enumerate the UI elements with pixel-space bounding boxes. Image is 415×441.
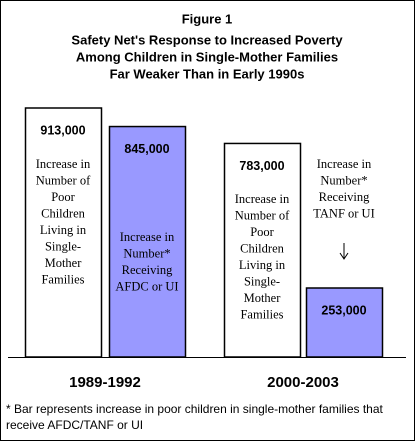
bar-label: Receiving [122,263,173,277]
bar [223,142,302,358]
bar-label: Families [41,272,84,286]
x-tick-label: 1989-1992 [69,374,141,391]
bar-label: Increase in [317,157,372,171]
bar-label: TANF or UI [313,206,375,220]
bar-label: Single- [45,239,81,253]
bar [24,107,103,358]
chart-title: Safety Net's Response to Increased Pover… [71,32,343,47]
bar-label: Single- [244,274,280,288]
bar-label: AFDC or UI [115,279,178,293]
arrow [339,243,349,260]
bar-label: Number of [36,173,91,187]
bar-label: Receiving [319,190,370,204]
footnote: * Bar represents increase in poor childr… [6,402,384,416]
value-label: 253,000 [321,303,366,317]
x-tick-label: 2000-2003 [267,374,339,391]
bar [108,125,187,358]
value-label: 783,000 [239,159,284,173]
bar-label: Number* [123,246,170,260]
bar-label: Families [240,307,283,321]
bar-label: Increase in [120,230,175,244]
bar-label: Children [41,206,85,220]
footnote: receive AFDC/TANF or UI [6,418,143,432]
bar-label: Number of [235,208,290,222]
bar-label: Increase in [235,192,290,206]
bar-label: Living in [40,223,87,237]
chart-title: Far Weaker Than in Early 1990s [110,66,305,81]
value-label: 845,000 [124,142,169,156]
chart-title: Figure 1 [182,11,233,26]
bar-label: Living in [239,258,286,272]
bar-label: Poor [51,190,75,204]
bar-label: Number* [320,173,367,187]
bar-label: Poor [250,225,274,239]
chart-title: Among Children in Single-Mother Families [76,49,338,64]
bar [305,287,384,358]
bar-label: Children [240,241,284,255]
bar-label: Increase in [36,157,91,171]
bar-label: Mother [244,291,282,305]
bar-label: Mother [45,256,83,270]
value-label: 913,000 [40,123,85,137]
